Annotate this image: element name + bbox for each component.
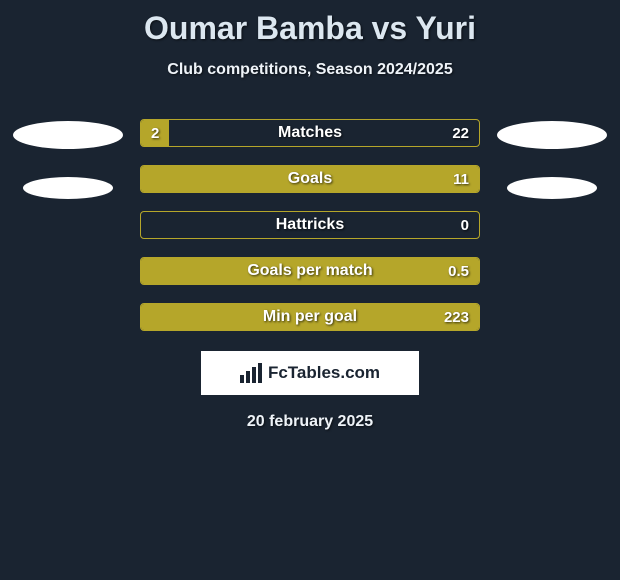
bar-row-min-per-goal: Min per goal 223 xyxy=(140,303,480,331)
bar-left-value: 2 xyxy=(151,120,159,146)
bar-right-value: 0 xyxy=(461,212,469,238)
left-player-badge-2 xyxy=(23,177,113,199)
bar-fill-right xyxy=(141,258,479,284)
bars-column: 2 Matches 22 Goals 11 Hattricks 0 Goals … xyxy=(140,119,480,331)
bar-right-value: 223 xyxy=(444,304,469,330)
page-title: Oumar Bamba vs Yuri xyxy=(0,0,620,47)
logo-box: FcTables.com xyxy=(201,351,419,395)
bar-label: Matches xyxy=(141,120,479,146)
bar-right-value: 11 xyxy=(453,166,469,192)
logo-text: FcTables.com xyxy=(268,363,380,383)
bar-row-goals: Goals 11 xyxy=(140,165,480,193)
date-line: 20 february 2025 xyxy=(0,413,620,431)
bar-row-hattricks: Hattricks 0 xyxy=(140,211,480,239)
subtitle: Club competitions, Season 2024/2025 xyxy=(0,61,620,79)
right-player-badge-2 xyxy=(507,177,597,199)
bar-row-matches: 2 Matches 22 xyxy=(140,119,480,147)
left-player-col xyxy=(8,119,128,199)
bar-fill-right xyxy=(141,304,479,330)
bar-right-value: 0.5 xyxy=(448,258,469,284)
bar-label: Hattricks xyxy=(141,212,479,238)
right-player-badge-1 xyxy=(497,121,607,149)
bars-chart-icon xyxy=(240,363,264,383)
bar-row-goals-per-match: Goals per match 0.5 xyxy=(140,257,480,285)
left-player-badge-1 xyxy=(13,121,123,149)
bar-fill-right xyxy=(141,166,479,192)
bar-right-value: 22 xyxy=(452,120,469,146)
main-content: 2 Matches 22 Goals 11 Hattricks 0 Goals … xyxy=(0,119,620,331)
right-player-col xyxy=(492,119,612,199)
